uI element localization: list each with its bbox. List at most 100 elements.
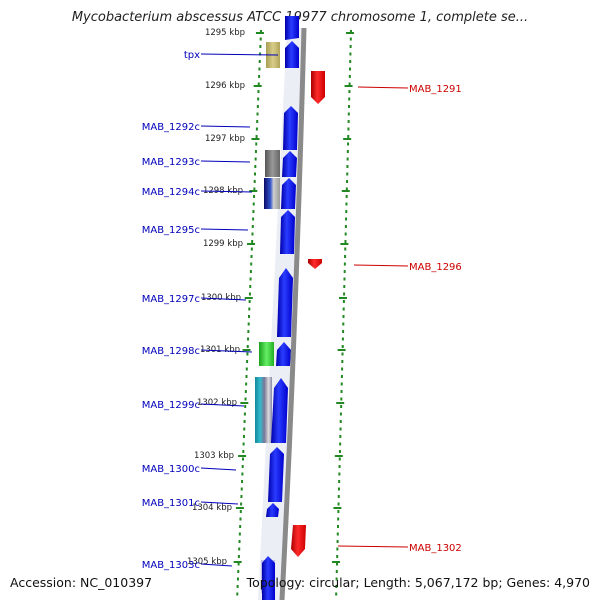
tick-dot [335,562,338,566]
tick-dot [336,525,339,528]
tick-dot [239,517,242,521]
tick-dot [245,375,248,378]
tick-dot [251,232,254,236]
gene-label-right[interactable]: MAB_1296 [409,262,462,273]
leader-line [200,467,237,471]
tick-dot [254,150,257,153]
tick-mark [338,297,347,299]
tick-dot [241,472,244,476]
gene-arrow-blue [285,16,299,40]
kbp-label: 1297 kbp [205,134,245,144]
gene-label-left[interactable]: MAB_1292c [142,122,200,133]
tick-dot [348,75,351,78]
tick-dot [348,82,351,86]
gene-label-right[interactable]: MAB_1291 [409,84,462,95]
tick-dot [236,585,239,588]
feature-block-1293 [265,150,280,177]
tick-dot [345,187,348,191]
tick-dot [348,97,351,101]
leader-line [357,86,409,89]
tick-dot [344,225,347,228]
gene-label-left[interactable]: MAB_1295c [142,225,200,236]
tick-dot [345,210,348,213]
tick-dot [253,195,256,198]
tick-dot [336,547,339,551]
gene-label-left[interactable]: tpx [184,50,200,61]
tick-dot [336,540,339,543]
tick-dot [340,397,343,401]
gene-label-left[interactable]: MAB_1294c [142,187,200,198]
tick-dot [237,570,240,573]
leader-line [200,125,251,128]
tick-dot [237,562,240,566]
tick-dot [338,480,341,483]
tick-dot [242,457,244,461]
tick-dot [335,592,338,596]
tick-dot [342,322,345,326]
tick-dot [246,345,249,348]
gene-arrow-blue [268,447,284,502]
tick-dot [337,495,340,498]
tick-dot [256,105,259,108]
tick-dot [257,90,260,93]
feature-block-1294 [264,178,280,209]
tick-dot [242,442,245,446]
gene-arrow-blue [280,210,295,254]
kbp-label: 1300 kbp [201,293,241,303]
tick-dot [247,330,250,333]
tick-dot [243,427,246,431]
gene-label-left[interactable]: MAB_1293c [142,157,200,168]
tick-dot [252,210,255,213]
tick-dot [347,120,350,123]
tick-dot [338,472,341,476]
forward-genes [262,16,299,600]
tick-dot [345,202,348,206]
tick-dot [244,405,247,408]
gene-arrow-blue [282,151,297,177]
gene-label-left[interactable]: MAB_1297c [142,294,200,305]
gene-label-left[interactable]: MAB_1300c [142,464,200,475]
kbp-label: 1299 kbp [203,239,243,249]
tick-mark [251,138,260,140]
tick-dot [348,105,351,108]
leader-line [200,403,245,407]
tick-dot [345,195,348,198]
tick-dot [344,255,347,258]
tick-dot [337,487,340,491]
gene-arrow-red [311,71,325,104]
tick-dot [347,135,350,138]
gene-label-left[interactable]: MAB_1299c [142,400,200,411]
tick-dot [240,495,243,498]
gene-label-right[interactable]: MAB_1302 [409,543,462,554]
tick-mark [244,297,253,299]
gene-arrow-blue [271,378,288,443]
tick-mark [249,190,258,192]
tick-dot [339,427,342,431]
tick-dot [340,405,343,408]
tick-dot [251,240,254,243]
tick-dot [238,547,241,551]
kbp-label: 1302 kbp [197,398,237,408]
tick-dot [340,375,343,378]
gene-label-left[interactable]: MAB_1298c [142,346,200,357]
gene-label-left[interactable]: MAB_1303c [142,560,200,571]
tick-dot [338,457,341,461]
tick-mark [345,32,354,34]
tick-dot [337,510,340,513]
tick-dot [239,525,242,528]
tick-dot [244,390,247,393]
tick-mark [253,85,262,87]
feature-block-1298 [259,342,274,366]
gene-arrow-blue [266,503,279,517]
gene-label-left[interactable]: MAB_1301c [142,498,200,509]
tick-dot [236,592,239,596]
tick-dot [339,435,342,438]
tick-dot [344,232,347,236]
tick-mark [233,561,242,563]
tick-mark [235,507,244,509]
tick-mark [332,561,341,563]
tick-mark [336,402,345,404]
tick-dot [238,532,241,536]
tick-mark [240,402,249,404]
